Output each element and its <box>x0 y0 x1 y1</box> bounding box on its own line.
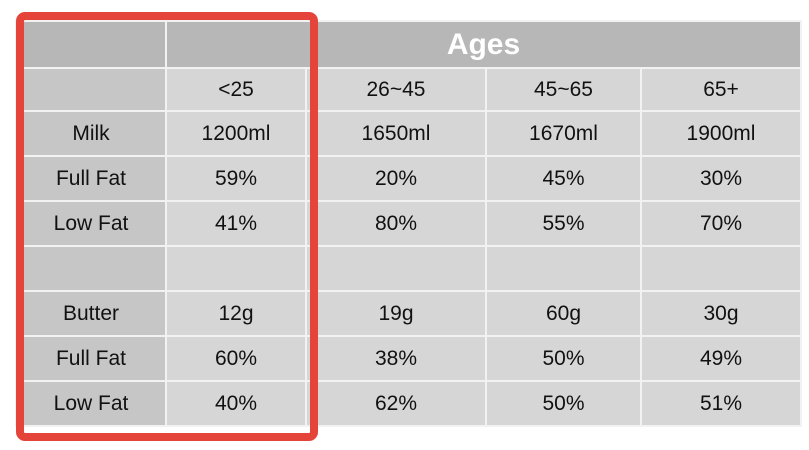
cell: 55% <box>485 200 642 247</box>
spacer-cell <box>165 245 307 292</box>
cell: 1650ml <box>305 110 487 157</box>
spacer-cell <box>305 245 487 292</box>
data-row: Low Fat 41% 80% 55% 70% <box>15 200 802 247</box>
cell: 1900ml <box>640 110 802 157</box>
column-header: 26~45 <box>305 67 487 112</box>
corner-cell <box>15 20 167 69</box>
cell: 20% <box>305 155 487 202</box>
cell: 62% <box>305 380 487 427</box>
cell: 80% <box>305 200 487 247</box>
cell: 50% <box>485 335 642 382</box>
row-label: Low Fat <box>15 200 167 247</box>
spacer-cell <box>485 245 642 292</box>
spacer-row <box>15 245 802 292</box>
cell: 49% <box>640 335 802 382</box>
row-label: Milk <box>15 110 167 157</box>
title-row: Ages <box>15 20 802 69</box>
cell: 1200ml <box>165 110 307 157</box>
row-label: Low Fat <box>15 380 167 427</box>
cell: 45% <box>485 155 642 202</box>
row-label: Full Fat <box>15 155 167 202</box>
data-table: Ages <25 26~45 45~65 65+ Milk 1200ml 1650ml 167… <box>15 20 802 427</box>
cell: 38% <box>305 335 487 382</box>
cell: 19g <box>305 290 487 337</box>
cell: 60g <box>485 290 642 337</box>
cell: 60% <box>165 335 307 382</box>
row-label: Butter <box>15 290 167 337</box>
highlight-frame <box>16 12 318 441</box>
cell: 12g <box>165 290 307 337</box>
data-row: Low Fat 40% 62% 50% 51% <box>15 380 802 427</box>
cell: 1670ml <box>485 110 642 157</box>
spacer-cell <box>640 245 802 292</box>
data-row: Butter 12g 19g 60g 30g <box>15 290 802 337</box>
spacer-cell <box>15 245 167 292</box>
header-row: <25 26~45 45~65 65+ <box>15 67 802 112</box>
cell: 30% <box>640 155 802 202</box>
cell: 30g <box>640 290 802 337</box>
cell: 50% <box>485 380 642 427</box>
data-row: Milk 1200ml 1650ml 1670ml 1900ml <box>15 110 802 157</box>
cell: 41% <box>165 200 307 247</box>
data-row: Full Fat 60% 38% 50% 49% <box>15 335 802 382</box>
cell: 59% <box>165 155 307 202</box>
data-row: Full Fat 59% 20% 45% 30% <box>15 155 802 202</box>
table-title: Ages <box>165 20 802 69</box>
column-header: <25 <box>165 67 307 112</box>
cell: 70% <box>640 200 802 247</box>
column-header: 45~65 <box>485 67 642 112</box>
cell: 40% <box>165 380 307 427</box>
cell: 51% <box>640 380 802 427</box>
row-label: Full Fat <box>15 335 167 382</box>
column-header: 65+ <box>640 67 802 112</box>
